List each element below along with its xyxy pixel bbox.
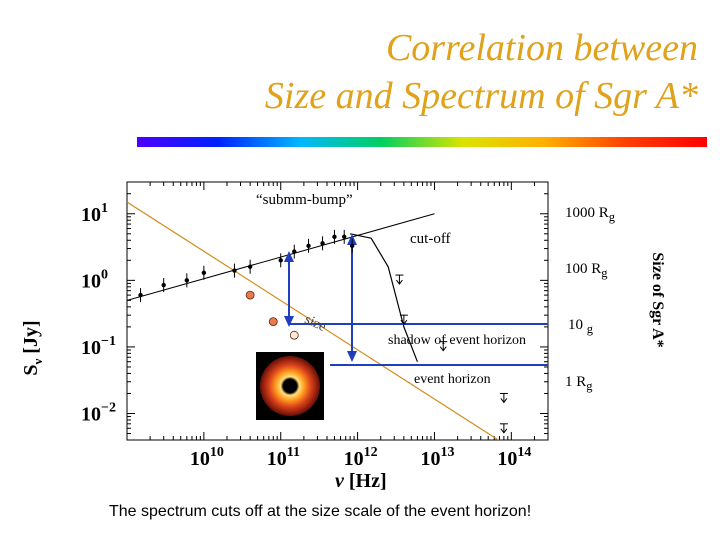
flux-point xyxy=(306,243,311,249)
upper-limit-arrowhead xyxy=(400,319,408,325)
x-tick-label: 1014 xyxy=(497,445,531,470)
cutoff-curve xyxy=(350,233,418,362)
black-hole-image xyxy=(256,352,324,420)
scale-1000-rg: 1000 Rg xyxy=(565,205,616,224)
size-measurement-point xyxy=(245,290,255,300)
flux-point xyxy=(161,282,166,288)
y-axis-title: Sν [Jy] xyxy=(20,320,45,376)
scale-10-rg: 10 g xyxy=(568,317,593,336)
x-axis-title: ν [Hz] xyxy=(335,470,387,492)
slide-title-line2: Size and Spectrum of Sgr A* xyxy=(264,75,698,117)
flux-point xyxy=(342,234,347,240)
slide-title-line1: Correlation between xyxy=(385,27,698,69)
shadow-label: shadow of event horizon xyxy=(388,333,527,348)
x-tick-label: 1010 xyxy=(190,445,224,470)
flux-point xyxy=(232,268,237,273)
size-scaling-line xyxy=(127,201,500,440)
flux-point xyxy=(138,292,143,298)
event-horizon-label: event horizon xyxy=(414,372,491,387)
flux-point xyxy=(332,234,337,240)
flux-point xyxy=(278,258,283,263)
x-tick-label: 1012 xyxy=(344,445,378,470)
size-range-arrow-up xyxy=(284,251,294,262)
upper-limit-arrowhead xyxy=(500,428,508,434)
flux-point xyxy=(292,249,297,254)
scale-100-rg: 100 Rg xyxy=(565,261,608,280)
x-tick-label: 1011 xyxy=(267,445,300,470)
y-tick-label: 10−1 xyxy=(81,334,116,359)
flux-point xyxy=(320,241,325,246)
size-measurement-point xyxy=(268,317,278,327)
rainbow-divider xyxy=(137,137,707,147)
flux-point xyxy=(349,243,355,249)
size-range-arrow-down xyxy=(284,316,294,327)
shadow-range-arrow-down xyxy=(347,351,357,362)
x-tick-label: 1013 xyxy=(420,445,454,470)
cutoff-label: cut-off xyxy=(410,231,451,247)
scale-1-rg: 1 Rg xyxy=(565,374,593,393)
upper-limit-arrowhead xyxy=(439,346,447,352)
y-tick-label: 101 xyxy=(81,201,108,226)
plot-frame xyxy=(126,181,549,441)
flux-point xyxy=(247,264,253,269)
submm-bump-label: “submm-bump” xyxy=(256,192,353,208)
flux-point xyxy=(184,278,190,283)
upper-limit-arrowhead xyxy=(396,279,403,285)
right-axis-title: Size of Sgr A* xyxy=(649,252,666,348)
slide-caption: The spectrum cuts off at the size scale … xyxy=(109,503,532,520)
size-measurement-point xyxy=(289,330,299,340)
y-tick-label: 10−2 xyxy=(81,401,116,426)
flux-point xyxy=(201,270,207,275)
y-tick-label: 100 xyxy=(81,267,108,292)
upper-limit-arrowhead xyxy=(500,398,508,404)
